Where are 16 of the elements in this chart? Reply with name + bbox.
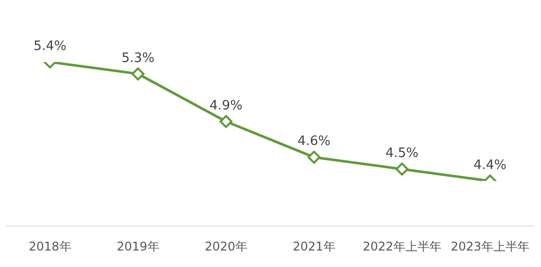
x-tick-label: 2019年	[116, 240, 160, 254]
data-label: 4.6%	[297, 134, 331, 150]
data-label: 4.9%	[209, 98, 243, 114]
x-tick-label: 2018年	[28, 240, 72, 254]
x-tick-label: 2023年上半年	[450, 240, 530, 254]
x-tick-label: 2022年上半年	[362, 240, 442, 254]
point	[132, 67, 144, 80]
data-label: 4.5%	[385, 146, 419, 162]
data-label: 5.4%	[33, 39, 67, 54]
data-label: 5.3%	[121, 50, 155, 66]
point	[220, 115, 232, 128]
data-label: 4.4%	[473, 158, 507, 173]
point	[308, 150, 320, 164]
x-tick-label: 2021年	[292, 240, 336, 254]
point	[396, 162, 408, 176]
x-tick-label: 2020年	[204, 240, 248, 254]
